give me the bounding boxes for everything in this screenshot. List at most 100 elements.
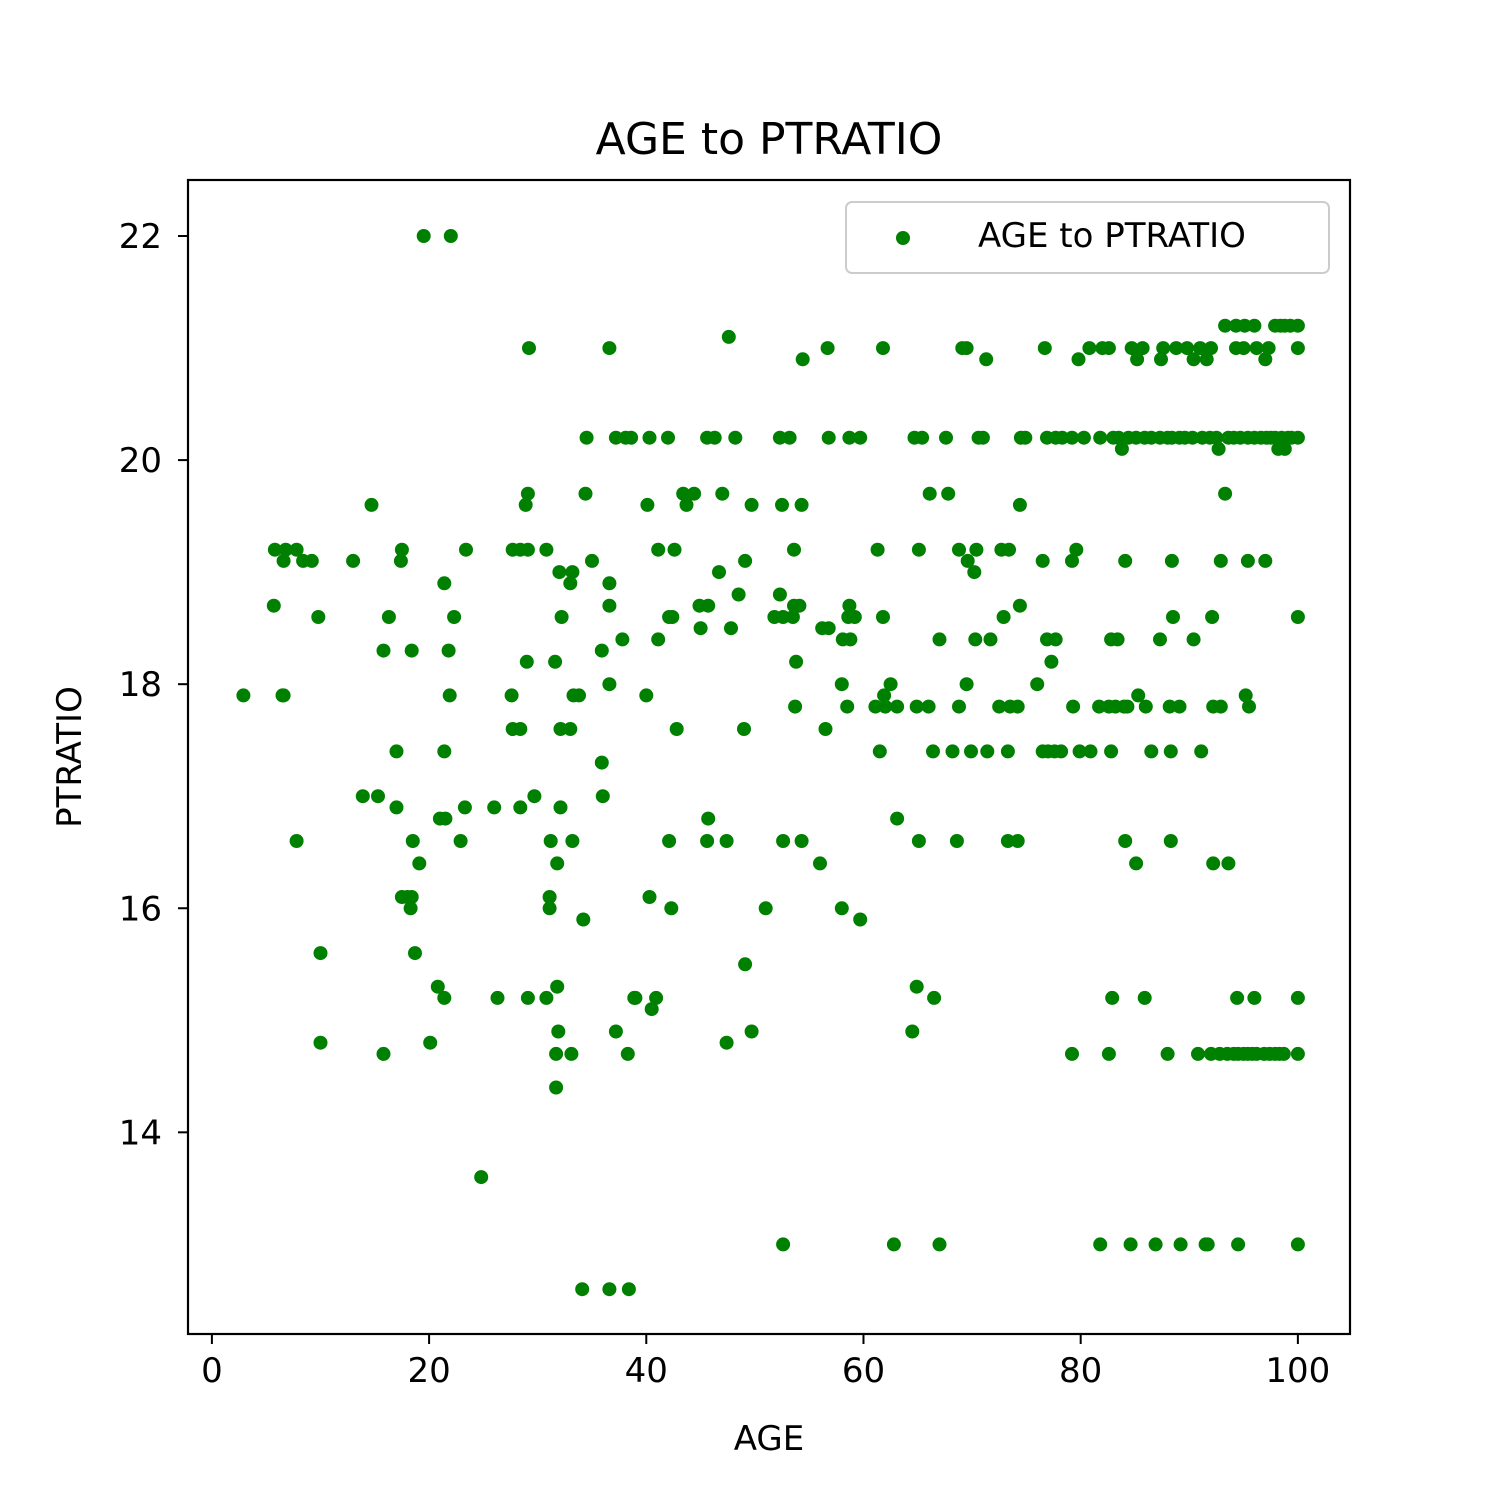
scatter-points bbox=[236, 229, 1305, 1297]
data-point bbox=[474, 1170, 489, 1185]
data-point bbox=[447, 610, 462, 624]
data-point bbox=[416, 229, 431, 243]
data-point bbox=[522, 341, 536, 356]
data-point bbox=[813, 856, 827, 871]
data-point bbox=[1065, 553, 1079, 568]
data-point bbox=[1163, 744, 1178, 759]
data-point bbox=[608, 430, 623, 445]
data-point bbox=[909, 979, 924, 994]
data-point bbox=[520, 542, 535, 557]
data-point bbox=[843, 632, 858, 647]
data-point bbox=[651, 632, 666, 647]
data-point bbox=[1012, 497, 1027, 512]
data-point bbox=[430, 979, 445, 994]
data-point bbox=[744, 1024, 759, 1039]
data-point bbox=[565, 565, 580, 580]
data-point bbox=[821, 621, 836, 636]
data-point bbox=[1065, 1046, 1079, 1061]
data-point bbox=[669, 722, 684, 736]
data-point bbox=[1164, 553, 1179, 568]
data-point bbox=[1218, 318, 1233, 333]
data-point bbox=[602, 677, 617, 692]
data-point bbox=[442, 688, 457, 703]
data-point bbox=[289, 542, 304, 557]
data-point bbox=[776, 610, 791, 624]
data-point bbox=[1083, 744, 1098, 759]
data-point bbox=[1138, 699, 1153, 714]
data-point bbox=[389, 744, 404, 759]
data-point bbox=[701, 598, 716, 613]
data-point bbox=[289, 834, 304, 848]
data-point bbox=[1148, 1237, 1163, 1252]
data-point bbox=[549, 1046, 564, 1061]
data-point bbox=[700, 834, 715, 848]
data-point bbox=[676, 486, 691, 501]
data-point bbox=[642, 430, 657, 445]
data-point bbox=[437, 744, 452, 759]
data-point bbox=[1044, 654, 1059, 669]
data-point bbox=[542, 901, 557, 916]
data-point bbox=[376, 1046, 391, 1061]
data-point bbox=[1071, 352, 1086, 367]
data-point bbox=[820, 341, 835, 356]
data-point bbox=[1110, 632, 1125, 647]
data-point bbox=[959, 677, 974, 692]
y-tick-label: 14 bbox=[119, 1113, 162, 1153]
data-point bbox=[872, 744, 887, 759]
data-point bbox=[640, 497, 655, 512]
data-point bbox=[707, 430, 722, 445]
data-point bbox=[624, 430, 639, 445]
data-point bbox=[980, 744, 995, 759]
data-point bbox=[870, 542, 885, 557]
data-point bbox=[1218, 486, 1233, 501]
data-point bbox=[438, 811, 453, 826]
data-point bbox=[355, 789, 370, 804]
data-point bbox=[996, 610, 1011, 624]
data-point bbox=[548, 654, 563, 669]
data-point bbox=[1101, 341, 1116, 356]
data-point bbox=[1104, 744, 1119, 759]
data-point bbox=[1276, 1046, 1291, 1061]
data-point bbox=[1230, 990, 1245, 1005]
data-point bbox=[1012, 598, 1027, 613]
data-point bbox=[1193, 341, 1208, 356]
data-point bbox=[1290, 1046, 1305, 1061]
legend: AGE to PTRATIO bbox=[845, 201, 1330, 274]
y-tick-label: 16 bbox=[119, 889, 162, 929]
data-point bbox=[1258, 352, 1273, 367]
data-point bbox=[1162, 699, 1177, 714]
data-point bbox=[1290, 1237, 1305, 1252]
data-point bbox=[404, 643, 419, 658]
data-point bbox=[1209, 430, 1224, 445]
data-point bbox=[1092, 699, 1107, 714]
data-point bbox=[1055, 430, 1070, 445]
data-point bbox=[608, 1024, 623, 1039]
legend-label: AGE to PTRATIO bbox=[978, 216, 1246, 256]
data-point bbox=[792, 598, 807, 613]
data-point bbox=[911, 834, 926, 848]
data-point bbox=[602, 598, 617, 613]
data-point bbox=[883, 677, 898, 692]
data-point bbox=[1213, 553, 1228, 568]
x-tick-label: 60 bbox=[842, 1351, 885, 1391]
data-point bbox=[1114, 441, 1129, 456]
data-point bbox=[738, 553, 753, 568]
data-point bbox=[1186, 352, 1201, 367]
data-point bbox=[1163, 834, 1178, 848]
data-point bbox=[346, 553, 361, 568]
data-point bbox=[890, 699, 905, 714]
data-point bbox=[642, 890, 657, 904]
data-point bbox=[1200, 1237, 1215, 1252]
data-point bbox=[1236, 341, 1251, 356]
data-point bbox=[1186, 632, 1201, 647]
x-tick-label: 80 bbox=[1059, 1351, 1102, 1391]
data-point bbox=[651, 542, 666, 557]
legend-box bbox=[845, 201, 1330, 274]
data-point bbox=[457, 800, 472, 815]
data-point bbox=[565, 834, 580, 848]
data-point bbox=[393, 553, 408, 568]
data-point bbox=[905, 1024, 920, 1039]
data-point bbox=[1154, 352, 1168, 367]
data-point bbox=[621, 1282, 636, 1297]
x-tick-label: 40 bbox=[625, 1351, 668, 1391]
